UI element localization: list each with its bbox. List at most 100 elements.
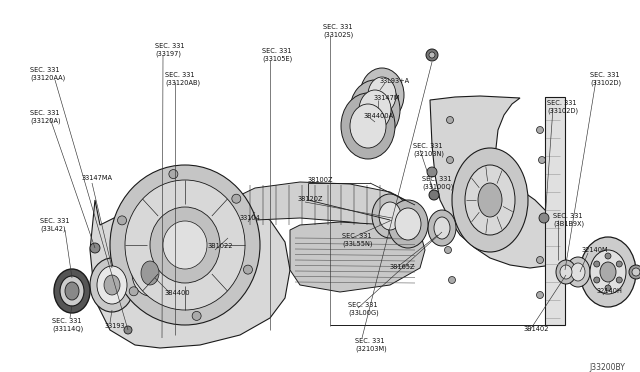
Text: 38100Z: 38100Z (308, 177, 333, 183)
Text: 3B1402: 3B1402 (524, 326, 550, 332)
Ellipse shape (478, 183, 502, 217)
Ellipse shape (141, 261, 159, 285)
Text: 32140H: 32140H (597, 288, 623, 294)
Circle shape (629, 265, 640, 279)
Circle shape (449, 276, 456, 283)
Polygon shape (225, 182, 418, 228)
Circle shape (616, 261, 622, 267)
Ellipse shape (388, 200, 428, 248)
Circle shape (429, 190, 439, 200)
Text: 33104: 33104 (240, 215, 261, 221)
Text: SEC. 331
(33197): SEC. 331 (33197) (155, 43, 184, 57)
Text: 33147M: 33147M (374, 95, 401, 101)
Circle shape (118, 216, 127, 225)
Ellipse shape (372, 194, 408, 238)
Ellipse shape (97, 266, 127, 304)
Circle shape (605, 285, 611, 291)
Circle shape (447, 116, 454, 124)
Circle shape (243, 265, 252, 274)
Text: 33147MA: 33147MA (82, 175, 113, 181)
Ellipse shape (65, 282, 79, 300)
Polygon shape (290, 222, 425, 292)
Ellipse shape (54, 269, 90, 313)
Text: SEC. 331
(3B1B9X): SEC. 331 (3B1B9X) (553, 213, 584, 227)
Ellipse shape (104, 275, 120, 295)
Circle shape (594, 261, 600, 267)
Text: SEC. 331
(33L00G): SEC. 331 (33L00G) (348, 302, 379, 316)
Ellipse shape (60, 276, 84, 306)
Circle shape (169, 170, 178, 179)
Text: 33193: 33193 (105, 323, 125, 329)
Ellipse shape (566, 257, 590, 287)
Text: J33200BY: J33200BY (589, 363, 625, 372)
Circle shape (429, 52, 435, 58)
Circle shape (427, 167, 437, 177)
Text: SEC. 331
(33105E): SEC. 331 (33105E) (262, 48, 292, 62)
Ellipse shape (132, 250, 168, 296)
Ellipse shape (452, 148, 528, 252)
Circle shape (536, 292, 543, 298)
Text: 3B1022: 3B1022 (208, 243, 234, 249)
Text: SEC. 331
(33102S): SEC. 331 (33102S) (323, 24, 353, 38)
Ellipse shape (341, 93, 395, 159)
Ellipse shape (125, 180, 245, 310)
Ellipse shape (428, 210, 456, 246)
Text: SEC. 331
(32103M): SEC. 331 (32103M) (355, 338, 387, 352)
Text: SEC. 331
(33102D): SEC. 331 (33102D) (547, 100, 578, 114)
Circle shape (539, 213, 549, 223)
Ellipse shape (350, 104, 386, 148)
Ellipse shape (571, 263, 585, 281)
Polygon shape (430, 96, 560, 268)
Ellipse shape (379, 202, 401, 230)
Circle shape (445, 247, 451, 253)
Circle shape (594, 277, 600, 283)
Text: SEC. 331
(33120A): SEC. 331 (33120A) (30, 110, 61, 124)
Ellipse shape (350, 80, 400, 140)
Circle shape (90, 243, 100, 253)
Polygon shape (545, 97, 565, 325)
Text: 38120Z: 38120Z (298, 196, 323, 202)
Text: SEC. 331
(32103N): SEC. 331 (32103N) (413, 143, 444, 157)
Ellipse shape (359, 90, 391, 130)
Text: 33L93+A: 33L93+A (380, 78, 410, 84)
Ellipse shape (434, 217, 450, 239)
Circle shape (605, 253, 611, 259)
Text: SEC. 331
(33120AB): SEC. 331 (33120AB) (165, 72, 200, 86)
Circle shape (447, 157, 454, 164)
Circle shape (124, 326, 132, 334)
Text: SEC. 331
(33L55N): SEC. 331 (33L55N) (342, 233, 372, 247)
Circle shape (538, 157, 545, 164)
Ellipse shape (556, 260, 576, 284)
Ellipse shape (90, 258, 134, 312)
Ellipse shape (600, 262, 616, 282)
Ellipse shape (465, 165, 515, 235)
Circle shape (426, 49, 438, 61)
Text: 38165Z: 38165Z (390, 264, 415, 270)
Polygon shape (90, 200, 290, 348)
Text: SEC. 331
(33120AA): SEC. 331 (33120AA) (30, 67, 65, 81)
Ellipse shape (360, 68, 404, 122)
Circle shape (129, 287, 138, 296)
Circle shape (192, 311, 201, 320)
Ellipse shape (395, 208, 421, 240)
Ellipse shape (580, 237, 636, 307)
Circle shape (536, 257, 543, 263)
Ellipse shape (590, 250, 626, 294)
Ellipse shape (123, 239, 177, 307)
Ellipse shape (368, 77, 396, 113)
Ellipse shape (560, 265, 572, 279)
Circle shape (632, 268, 640, 276)
Text: 32140M: 32140M (582, 247, 609, 253)
Circle shape (536, 126, 543, 134)
Text: SEC. 331
(33102D): SEC. 331 (33102D) (590, 72, 621, 86)
Ellipse shape (110, 165, 260, 325)
Text: 3B4400: 3B4400 (165, 290, 191, 296)
Circle shape (616, 277, 622, 283)
Text: 3B4400A: 3B4400A (364, 113, 394, 119)
Ellipse shape (150, 207, 220, 283)
Text: SEC. 331
(33114Q): SEC. 331 (33114Q) (52, 318, 83, 332)
Circle shape (232, 194, 241, 203)
Text: SEC. 331
(33L42): SEC. 331 (33L42) (40, 218, 70, 232)
Text: SEC. 331
(33100Q): SEC. 331 (33100Q) (422, 176, 453, 190)
Ellipse shape (163, 221, 207, 269)
